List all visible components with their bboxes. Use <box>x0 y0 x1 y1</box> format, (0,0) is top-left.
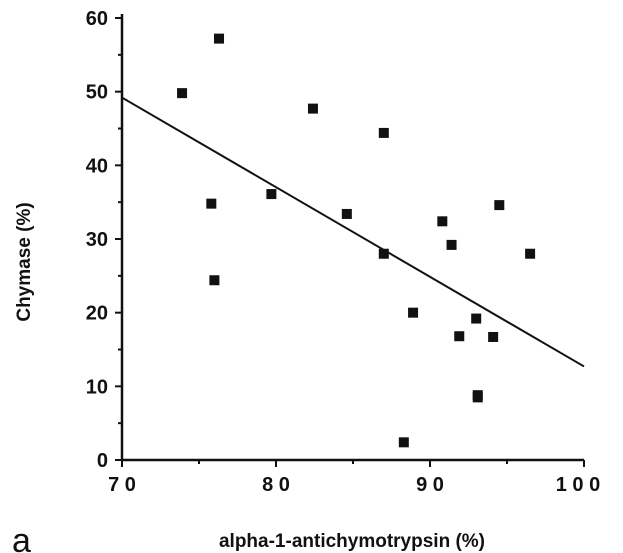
data-point <box>525 248 536 259</box>
data-point <box>341 208 352 219</box>
regression-line-layer <box>121 96 585 368</box>
panel-label: a <box>12 522 31 553</box>
y-tick-label: 60 <box>86 8 108 30</box>
x-tick-label: 8 0 <box>262 474 290 496</box>
data-point <box>177 88 188 99</box>
y-tick-label: 0 <box>97 450 108 472</box>
data-point <box>472 392 483 403</box>
y-tick-label: 20 <box>86 303 108 325</box>
y-tick-label: 40 <box>86 155 108 177</box>
data-point <box>408 307 419 318</box>
data-point <box>488 331 499 342</box>
data-point <box>307 103 318 114</box>
data-point <box>446 239 457 250</box>
data-point <box>378 248 389 259</box>
x-axis-title: alpha-1-antichymotrypsin (%) <box>219 531 485 552</box>
x-tick-label: 1 0 0 <box>556 474 600 496</box>
data-point <box>206 198 217 209</box>
data-point <box>266 189 277 200</box>
x-tick-label: 9 0 <box>416 474 444 496</box>
data-point <box>494 200 505 211</box>
y-tick-label: 30 <box>86 229 108 251</box>
data-point <box>398 437 409 448</box>
data-point <box>214 33 225 44</box>
regression-line <box>121 96 585 368</box>
data-points <box>177 33 536 448</box>
y-tick-label: 50 <box>86 82 108 104</box>
y-axis-title: Chymase (%) <box>14 202 35 321</box>
x-tick-label: 7 0 <box>108 474 136 496</box>
data-point <box>209 275 220 286</box>
data-point <box>437 216 448 227</box>
axes: 0 10 20 30 40 50 60 7 0 8 0 9 0 1 0 0 <box>86 8 600 496</box>
data-point <box>471 313 482 324</box>
data-point <box>454 331 465 342</box>
y-tick-label: 10 <box>86 376 108 398</box>
data-point <box>378 127 389 138</box>
